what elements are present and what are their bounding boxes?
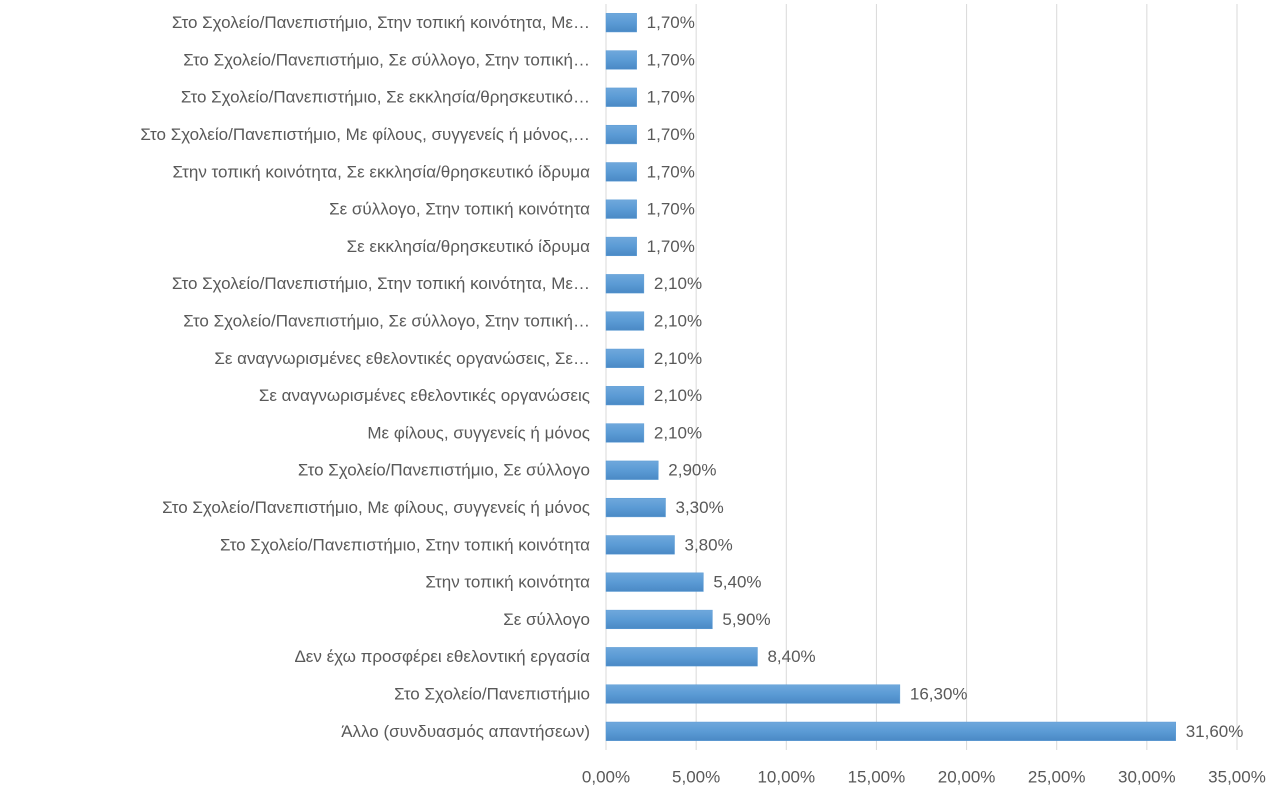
value-label: 2,10% bbox=[654, 312, 702, 331]
x-tick-label: 5,00% bbox=[672, 767, 720, 786]
value-label: 2,10% bbox=[654, 274, 702, 293]
value-label: 1,70% bbox=[647, 162, 695, 181]
y-tick-label: Άλλο (συνδυασμός απαντήσεων) bbox=[341, 722, 590, 741]
x-tick-label: 0,00% bbox=[582, 767, 630, 786]
bar bbox=[605, 609, 713, 630]
bar bbox=[605, 87, 637, 107]
y-tick-label: Σε εκκλησία/θρησκευτικό ίδρυμα bbox=[347, 237, 591, 256]
value-label: 5,90% bbox=[722, 610, 770, 629]
y-tick-label: Στο Σχολείο/Πανεπιστήμιο, Στην τοπική κο… bbox=[220, 535, 590, 554]
value-label: 2,10% bbox=[654, 349, 702, 368]
x-tick-label: 25,00% bbox=[1028, 767, 1086, 786]
value-label: 5,40% bbox=[713, 573, 761, 592]
value-label: 1,70% bbox=[647, 88, 695, 107]
bar bbox=[605, 535, 675, 555]
bar bbox=[605, 721, 1176, 741]
value-label: 31,60% bbox=[1186, 722, 1244, 741]
value-label: 2,10% bbox=[654, 423, 702, 442]
x-tick-label: 15,00% bbox=[848, 767, 906, 786]
bar bbox=[605, 311, 645, 331]
bar bbox=[605, 460, 659, 480]
value-label: 8,40% bbox=[767, 647, 815, 666]
x-tick-label: 20,00% bbox=[938, 767, 996, 786]
bar bbox=[605, 348, 645, 368]
y-tick-label: Στο Σχολείο/Πανεπιστήμιο bbox=[394, 685, 590, 704]
value-label: 16,30% bbox=[910, 685, 968, 704]
bar bbox=[605, 572, 704, 592]
y-tick-label: Στην τοπική κοινότητα, Σε εκκλησία/θρησκ… bbox=[172, 162, 590, 181]
bar bbox=[605, 13, 637, 33]
y-tick-label: Δεν έχω προσφέρει εθελοντική εργασία bbox=[294, 647, 590, 666]
y-tick-label: Στο Σχολείο/Πανεπιστήμιο, Με φίλους, συγ… bbox=[162, 498, 590, 517]
bar bbox=[605, 497, 666, 518]
bar bbox=[605, 274, 645, 294]
value-label: 1,70% bbox=[647, 237, 695, 256]
y-tick-label: Στην τοπική κοινότητα bbox=[425, 573, 590, 592]
x-tick-label: 10,00% bbox=[757, 767, 815, 786]
value-label: 1,70% bbox=[647, 50, 695, 69]
y-tick-label: Στο Σχολείο/Πανεπιστήμιο, Με φίλους, συγ… bbox=[140, 125, 590, 144]
value-label: 1,70% bbox=[647, 200, 695, 219]
y-tick-label: Στο Σχολείο/Πανεπιστήμιο, Σε σύλλογο, Στ… bbox=[183, 312, 590, 331]
bar bbox=[605, 684, 901, 704]
bar bbox=[605, 423, 645, 443]
bar bbox=[605, 647, 758, 667]
bar bbox=[605, 162, 637, 182]
y-tick-label: Στο Σχολείο/Πανεπιστήμιο, Στην τοπική κο… bbox=[172, 274, 590, 293]
x-tick-label: 35,00% bbox=[1208, 767, 1266, 786]
y-tick-label: Σε σύλλογο bbox=[503, 610, 590, 629]
y-tick-label: Με φίλους, συγγενείς ή μόνος bbox=[367, 423, 590, 442]
y-tick-label: Σε αναγνωρισμένες εθελοντικές οργανώσεις… bbox=[214, 349, 590, 368]
value-label: 3,80% bbox=[685, 535, 733, 554]
value-label: 2,10% bbox=[654, 386, 702, 405]
bar bbox=[605, 50, 637, 70]
value-label: 1,70% bbox=[647, 125, 695, 144]
y-tick-label: Σε αναγνωρισμένες εθελοντικές οργανώσεις bbox=[259, 386, 590, 405]
y-tick-label: Σε σύλλογο, Στην τοπική κοινότητα bbox=[329, 200, 590, 219]
x-tick-label: 30,00% bbox=[1118, 767, 1176, 786]
bar bbox=[605, 199, 637, 219]
value-label: 2,90% bbox=[668, 461, 716, 480]
value-label: 1,70% bbox=[647, 13, 695, 32]
bar bbox=[605, 386, 645, 406]
bar bbox=[605, 124, 637, 145]
y-tick-label: Στο Σχολείο/Πανεπιστήμιο, Στην τοπική κο… bbox=[172, 13, 590, 32]
y-tick-label: Στο Σχολείο/Πανεπιστήμιο, Σε σύλλογο bbox=[298, 461, 590, 480]
value-label: 3,30% bbox=[675, 498, 723, 517]
y-tick-label: Στο Σχολείο/Πανεπιστήμιο, Σε σύλλογο, Στ… bbox=[183, 50, 590, 69]
y-tick-label: Στο Σχολείο/Πανεπιστήμιο, Σε εκκλησία/θρ… bbox=[181, 88, 590, 107]
bar bbox=[605, 236, 637, 257]
